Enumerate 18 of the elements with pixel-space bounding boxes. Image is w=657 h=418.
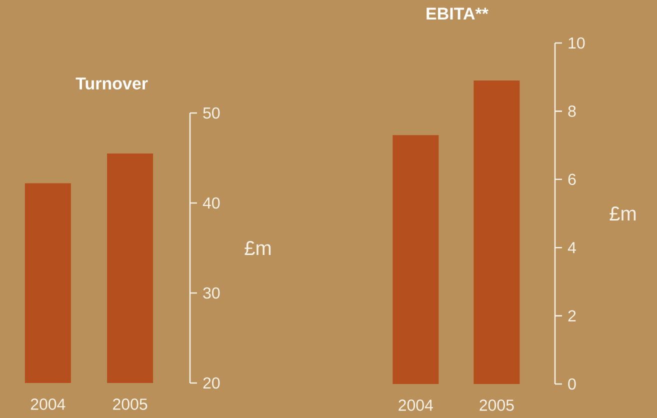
x-tick-label: 2004 — [30, 398, 66, 410]
y-axis-title: £m — [244, 241, 271, 255]
y-tick-label: 40 — [202, 197, 220, 209]
y-tick-label: 4 — [568, 242, 576, 254]
y-tick-label: 10 — [568, 37, 585, 49]
y-axis-title: £m — [610, 206, 636, 220]
y-tick-label: 0 — [568, 378, 576, 390]
chart-title: EBITA** — [426, 8, 488, 20]
y-tick-label: 6 — [568, 174, 576, 186]
x-tick-label: 2005 — [480, 400, 514, 411]
y-tick-label: 20 — [203, 377, 220, 389]
y-tick-label: 30 — [203, 287, 220, 299]
y-tick-label: 8 — [568, 106, 576, 117]
y-tick-label: 2 — [568, 310, 576, 322]
x-tick-label: 2005 — [113, 398, 148, 410]
x-tick-label: 2004 — [398, 400, 433, 411]
y-tick-label: 50 — [203, 107, 220, 119]
chart-title: Turnover — [76, 78, 148, 90]
